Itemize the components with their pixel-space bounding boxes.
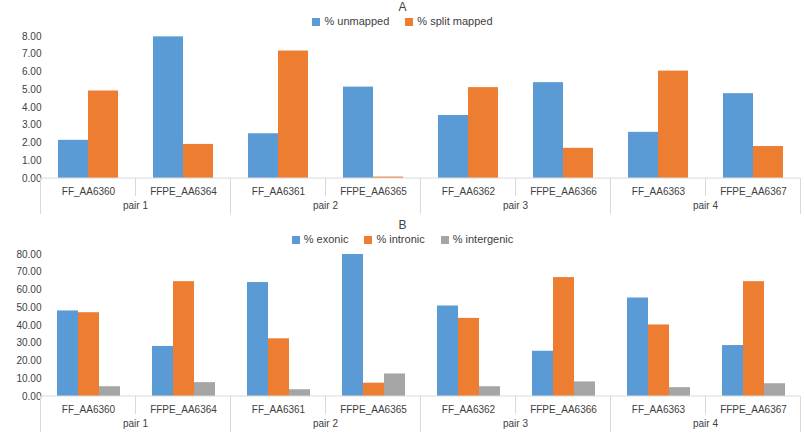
html-text:% split mapped: % split mapped — [417, 15, 493, 27]
svg-text:FFPE_AA6365: FFPE_AA6365 — [340, 404, 407, 415]
svg-text:10.00: 10.00 — [16, 373, 41, 384]
html-text:% intronic: % intronic — [376, 233, 425, 245]
svg-text:FFPE_AA6366: FFPE_AA6366 — [530, 404, 597, 415]
svg-text:FFPE_AA6366: FFPE_AA6366 — [530, 186, 597, 197]
svg-text:FF_AA6363: FF_AA6363 — [632, 186, 686, 197]
svg-text:pair 1: pair 1 — [123, 200, 148, 211]
svg-text:FF_AA6361: FF_AA6361 — [252, 404, 306, 415]
svg-text:FFPE_AA6364: FFPE_AA6364 — [150, 186, 217, 197]
svg-text:FF_AA6362: FF_AA6362 — [442, 186, 496, 197]
svg-text:FFPE_AA6367: FFPE_AA6367 — [720, 186, 787, 197]
svg-text:pair 4: pair 4 — [693, 418, 718, 429]
svg-text:80.00: 80.00 — [16, 249, 41, 260]
svg-text:FFPE_AA6365: FFPE_AA6365 — [340, 186, 407, 197]
svg-text:6.00: 6.00 — [22, 66, 42, 77]
svg-text:7.00: 7.00 — [22, 48, 42, 59]
svg-text:pair 1: pair 1 — [123, 418, 148, 429]
svg-text:pair 4: pair 4 — [693, 200, 718, 211]
html-text:% unmapped: % unmapped — [324, 15, 390, 27]
svg-text:40.00: 40.00 — [16, 320, 41, 331]
svg-text:FFPE_AA6364: FFPE_AA6364 — [150, 404, 217, 415]
svg-text:FFPE_AA6367: FFPE_AA6367 — [720, 404, 787, 415]
svg-text:20.00: 20.00 — [16, 355, 41, 366]
svg-text:FF_AA6360: FF_AA6360 — [62, 404, 116, 415]
html-text:A: A — [398, 0, 407, 14]
svg-text:30.00: 30.00 — [16, 337, 41, 348]
html-text:B: B — [398, 218, 407, 232]
svg-text:FF_AA6362: FF_AA6362 — [442, 404, 496, 415]
svg-text:FF_AA6363: FF_AA6363 — [632, 404, 686, 415]
svg-text:3.00: 3.00 — [22, 119, 42, 130]
svg-text:0.00: 0.00 — [22, 173, 42, 184]
svg-text:2.00: 2.00 — [22, 137, 42, 148]
svg-text:pair 3: pair 3 — [503, 418, 528, 429]
svg-text:0.00: 0.00 — [22, 391, 42, 402]
html-text:% intergenic: % intergenic — [452, 233, 514, 245]
svg-text:4.00: 4.00 — [22, 102, 42, 113]
svg-text:5.00: 5.00 — [22, 84, 42, 95]
svg-text:FF_AA6360: FF_AA6360 — [62, 186, 116, 197]
svg-text:60.00: 60.00 — [16, 284, 41, 295]
svg-text:8.00: 8.00 — [22, 31, 42, 42]
svg-text:pair 2: pair 2 — [313, 200, 338, 211]
html-text:% exonic: % exonic — [303, 233, 349, 245]
svg-text:1.00: 1.00 — [22, 155, 42, 166]
svg-text:70.00: 70.00 — [16, 266, 41, 277]
svg-text:pair 2: pair 2 — [313, 418, 338, 429]
svg-text:pair 3: pair 3 — [503, 200, 528, 211]
svg-text:50.00: 50.00 — [16, 302, 41, 313]
svg-text:FF_AA6361: FF_AA6361 — [252, 186, 306, 197]
